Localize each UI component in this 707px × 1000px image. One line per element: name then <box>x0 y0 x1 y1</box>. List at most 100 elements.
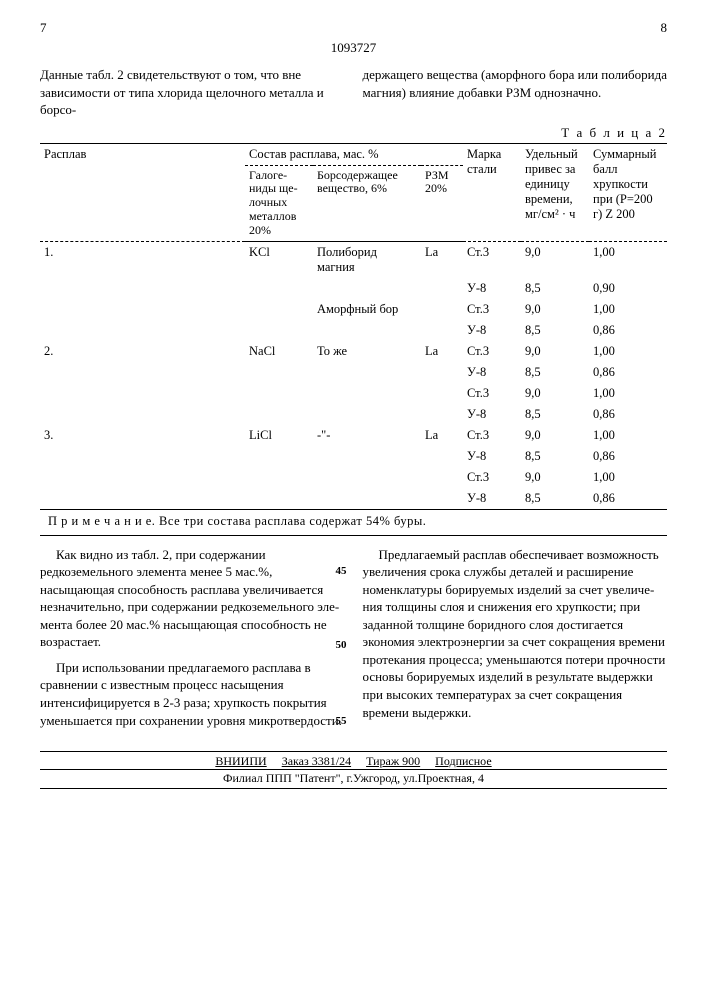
colophon-org: ВНИИПИ <box>215 754 266 768</box>
table-cell: 1,00 <box>589 467 667 488</box>
body-text: 45 50 55 Как видно из табл. 2, при содер… <box>40 546 667 737</box>
table-note: П р и м е ч а н и е. Все три состава рас… <box>40 510 667 536</box>
table-cell: 9,0 <box>521 467 589 488</box>
table-cell <box>245 299 313 320</box>
table-cell <box>40 362 245 383</box>
table-cell: 3. <box>40 425 245 446</box>
table-cell <box>421 320 463 341</box>
table-row: У-88,50,86 <box>40 320 667 341</box>
table-cell: 0,86 <box>589 404 667 425</box>
table-cell: 0,86 <box>589 488 667 510</box>
table-cell: 9,0 <box>521 425 589 446</box>
table-cell: 8,5 <box>521 278 589 299</box>
body-right-col: Предлагаемый расплав обеспечивает возмож… <box>363 546 668 737</box>
table-caption: Т а б л и ц а 2 <box>40 125 667 141</box>
table-cell: La <box>421 241 463 278</box>
col-melt: Расплав <box>40 143 245 241</box>
table-row: Аморфный бор Ст.39,01,00 <box>40 299 667 320</box>
subcol-rzm: РЗМ 20% <box>421 165 463 241</box>
table-cell: 9,0 <box>521 341 589 362</box>
document-number: 1093727 <box>40 40 667 56</box>
table-cell: У-8 <box>463 320 521 341</box>
colophon-sub: Подписное <box>435 754 492 768</box>
table-cell: У-8 <box>463 488 521 510</box>
margin-number: 55 <box>336 714 347 729</box>
table-cell <box>313 488 421 510</box>
table-cell: У-8 <box>463 446 521 467</box>
colophon-tirazh: Тираж 900 <box>366 754 420 768</box>
table-cell: 1,00 <box>589 341 667 362</box>
table-cell <box>40 299 245 320</box>
col-gain: Удельный привес за единицу времени, мг/с… <box>521 143 589 241</box>
table-row: У-88,50,90 <box>40 278 667 299</box>
page-header: 7 8 <box>40 20 667 36</box>
table-cell <box>40 278 245 299</box>
table-cell: 1,00 <box>589 425 667 446</box>
table-cell <box>421 362 463 383</box>
table-cell <box>40 467 245 488</box>
body-para: Предлагаемый расплав обеспечивает возмож… <box>363 546 668 721</box>
table-cell <box>245 362 313 383</box>
table-cell: 0,86 <box>589 446 667 467</box>
table-cell: 8,5 <box>521 362 589 383</box>
table-cell: 8,5 <box>521 320 589 341</box>
table-row: У-88,50,86 <box>40 446 667 467</box>
colophon-order: Заказ 3381/24 <box>282 754 351 768</box>
table-cell: 9,0 <box>521 383 589 404</box>
table-cell: 8,5 <box>521 446 589 467</box>
colophon-address: Филиал ППП "Патент", г.Ужгород, ул.Проек… <box>40 769 667 786</box>
subcol-boron: Борсодержащее вещество, 6% <box>313 165 421 241</box>
table-cell: Ст.3 <box>463 341 521 362</box>
table-cell: Ст.3 <box>463 241 521 278</box>
intro-left: Данные табл. 2 свидетельствуют о том, чт… <box>40 66 345 119</box>
table-cell: Полиборид магния <box>313 241 421 278</box>
table-cell: То же <box>313 341 421 362</box>
intro-right: держащего вещества (аморфного бора или п… <box>363 66 668 119</box>
table-cell: 8,5 <box>521 488 589 510</box>
table-cell <box>245 446 313 467</box>
table-cell <box>421 446 463 467</box>
table-cell: 9,0 <box>521 241 589 278</box>
table-cell <box>313 446 421 467</box>
table-cell: NaCl <box>245 341 313 362</box>
table-cell <box>313 404 421 425</box>
table-cell: 2. <box>40 341 245 362</box>
table-row: 2.NaClТо жеLaСт.39,01,00 <box>40 341 667 362</box>
table-cell <box>40 446 245 467</box>
table-cell: У-8 <box>463 278 521 299</box>
table-row: У-88,50,86 <box>40 488 667 510</box>
table-cell: 8,5 <box>521 404 589 425</box>
body-left-col: 45 50 55 Как видно из табл. 2, при содер… <box>40 546 345 737</box>
table-cell: У-8 <box>463 404 521 425</box>
table-cell: 1,00 <box>589 241 667 278</box>
page-num-left: 7 <box>40 20 47 36</box>
table-cell <box>245 467 313 488</box>
table-cell <box>245 320 313 341</box>
margin-number: 45 <box>336 564 347 579</box>
table-cell: 1,00 <box>589 299 667 320</box>
table-cell: Ст.3 <box>463 299 521 320</box>
table-header-row: Расплав Состав расплава, мас. % Марка ст… <box>40 143 667 165</box>
table-cell <box>421 278 463 299</box>
table-cell <box>421 467 463 488</box>
table-cell <box>40 404 245 425</box>
table-cell: 1. <box>40 241 245 278</box>
col-steel: Марка стали <box>463 143 521 241</box>
table-cell: LiCl <box>245 425 313 446</box>
table-cell <box>313 383 421 404</box>
table-cell: KCl <box>245 241 313 278</box>
table-cell <box>313 467 421 488</box>
table-cell: La <box>421 425 463 446</box>
table-cell <box>313 362 421 383</box>
table-cell <box>40 320 245 341</box>
table-cell <box>421 299 463 320</box>
body-para: Как видно из табл. 2, при содер­жании ре… <box>40 546 345 651</box>
table-row: 1.KClПолиборид магнияLaСт.39,01,00 <box>40 241 667 278</box>
data-table: Расплав Состав расплава, мас. % Марка ст… <box>40 143 667 510</box>
table-cell <box>313 278 421 299</box>
table-cell: 0,86 <box>589 320 667 341</box>
table-cell: 9,0 <box>521 299 589 320</box>
table-cell: Аморфный бор <box>313 299 421 320</box>
table-cell <box>421 404 463 425</box>
table-cell <box>40 383 245 404</box>
